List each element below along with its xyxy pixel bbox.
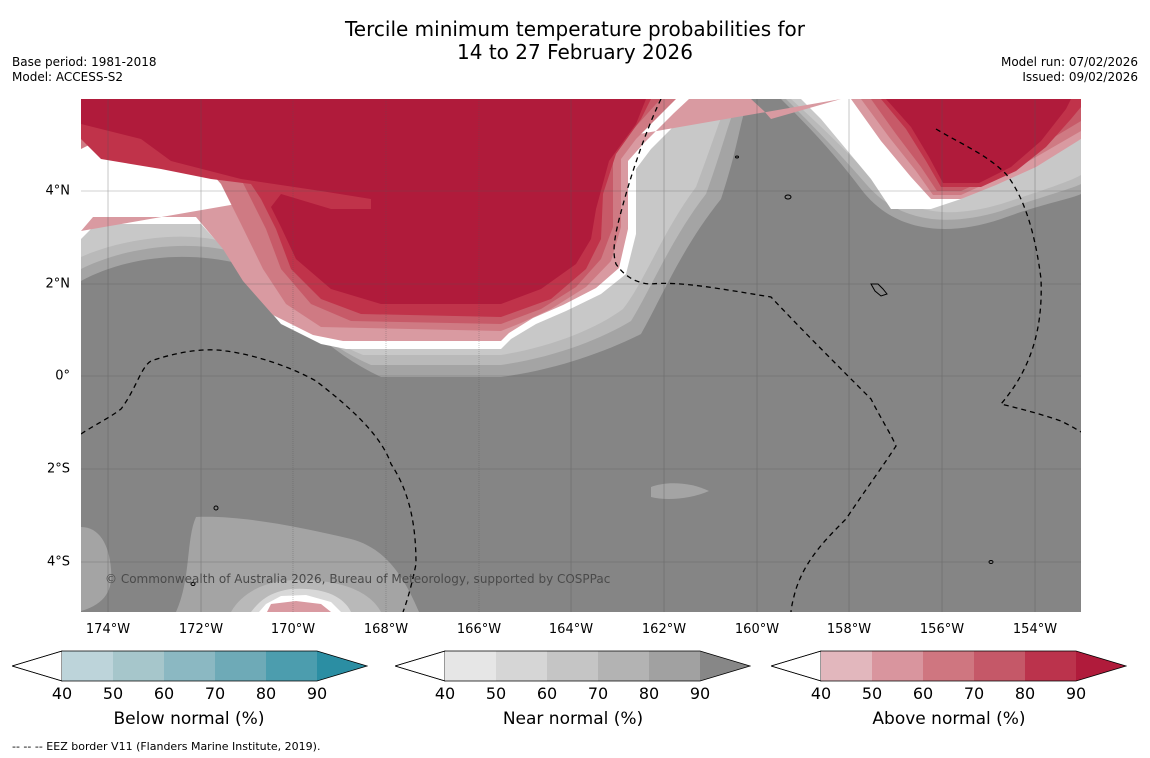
lon-label-164w: 164°W [548, 622, 594, 637]
island-canton [213, 505, 219, 511]
colorbar-above-normal-swatch-70 [974, 651, 1025, 681]
island-malden [988, 560, 994, 564]
island-enderbury [190, 582, 196, 586]
eez-border-line-islands [935, 128, 1081, 433]
colorbar-near-normal-outline [395, 650, 751, 682]
colorbar-above-normal-swatch-50 [872, 651, 923, 681]
colorbar-above-normal-swatch-40 [821, 651, 872, 681]
colorbar-below-normal-outline [12, 650, 368, 682]
map-title-line2: 14 to 27 February 2026 [457, 40, 693, 64]
lat-label-4s: 4°S [46, 554, 70, 570]
near-normal-tick-80: 80 [638, 684, 660, 703]
colorbar-below-normal-swatch-50 [113, 651, 164, 681]
above-normal-90-region [81, 99, 1071, 304]
island-palmyra [735, 155, 739, 159]
below-normal-tick-80: 80 [255, 684, 277, 703]
colorbar-below-normal-swatch-80 [266, 651, 317, 681]
above-normal-tick-70: 70 [963, 684, 985, 703]
colorbar-below-normal-low-arrow [12, 650, 63, 682]
near-normal-80-small-patch [651, 483, 709, 499]
lon-label-156w: 156°W [919, 622, 965, 637]
near-normal-tick-40: 40 [434, 684, 456, 703]
below-normal-tick-60: 60 [153, 684, 175, 703]
lon-label-158w: 158°W [826, 622, 872, 637]
colorbar-near-normal-title: Near normal (%) [502, 709, 644, 729]
map-panel: © Commonwealth of Australia 2026, Bureau… [81, 99, 1081, 612]
island-kiritimati [870, 283, 888, 297]
meta-right: Model run: 07/02/2026 Issued: 09/02/2026 [1001, 55, 1138, 85]
islands [190, 155, 994, 586]
colorbar-above-normal [771, 650, 1127, 686]
island-jarvis [784, 194, 792, 200]
above-normal-tick-40: 40 [810, 684, 832, 703]
lon-label-170w: 170°W [270, 622, 316, 637]
probability-field [81, 99, 1081, 612]
eez-border-central [613, 99, 897, 612]
colorbar-near-normal-swatch-80 [649, 651, 700, 681]
lon-label-168w: 168°W [363, 622, 409, 637]
colorbar-above-normal-swatch-60 [923, 651, 974, 681]
lat-label-0: 0° [55, 368, 70, 384]
near-normal-tick-50: 50 [485, 684, 507, 703]
lon-label-172w: 172°W [178, 622, 224, 637]
colorbar-near-normal-swatch-50 [496, 651, 547, 681]
model-run-label: Model run: 07/02/2026 [1000, 55, 1138, 69]
lat-label-2s: 2°S [46, 461, 70, 477]
colorbar-near-normal [395, 650, 751, 686]
colorbar-near-normal-swatch-40 [445, 651, 496, 681]
meta-left: Base period: 1981-2018 Model: ACCESS-S2 [12, 55, 157, 85]
colorbar-near-normal-swatch-60 [547, 651, 598, 681]
colorbar-below-normal-title: Below normal (%) [113, 709, 265, 729]
above-normal-tick-90: 90 [1065, 684, 1087, 703]
lat-label-2n: 2°N [45, 276, 71, 292]
colorbar-above-normal-low-arrow [771, 650, 822, 682]
colorbar-near-normal-swatch-70 [598, 651, 649, 681]
above-normal-50-south-patch [267, 601, 331, 612]
eez-borders [81, 99, 1081, 612]
eez-border-kiribati-phoenix [81, 349, 417, 612]
issued-label: Issued: 09/02/2026 [1022, 70, 1138, 84]
near-normal-tick-70: 70 [587, 684, 609, 703]
base-period-label: Base period: 1981-2018 [12, 55, 157, 69]
below-normal-tick-90: 90 [306, 684, 328, 703]
lon-label-162w: 162°W [641, 622, 687, 637]
map-title-line1: Tercile minimum temperature probabilitie… [344, 17, 806, 41]
colorbar-below-normal-swatch-40 [62, 651, 113, 681]
lon-label-174w: 174°W [85, 622, 131, 637]
colorbar-below-normal-high-arrow [317, 651, 367, 681]
lat-label-4n: 4°N [45, 183, 71, 199]
colorbar-near-normal-high-arrow [700, 651, 750, 681]
above-normal-tick-80: 80 [1014, 684, 1036, 703]
copyright-notice: © Commonwealth of Australia 2026, Bureau… [105, 572, 611, 586]
below-normal-tick-40: 40 [51, 684, 73, 703]
colorbar-below-normal-swatch-70 [215, 651, 266, 681]
near-normal-tick-60: 60 [536, 684, 558, 703]
below-normal-tick-70: 70 [204, 684, 226, 703]
colorbar-below-normal [12, 650, 368, 686]
colorbar-near-normal-low-arrow [395, 650, 446, 682]
near-normal-tick-90: 90 [689, 684, 711, 703]
eez-footnote: -- -- -- EEZ border V11 (Flanders Marine… [12, 740, 321, 753]
below-normal-tick-50: 50 [102, 684, 124, 703]
lon-label-166w: 166°W [456, 622, 502, 637]
model-label: Model: ACCESS-S2 [12, 70, 124, 84]
near-normal-80-south-patch [81, 527, 112, 611]
lon-label-160w: 160°W [734, 622, 780, 637]
colorbar-above-normal-high-arrow [1076, 651, 1126, 681]
above-normal-tick-50: 50 [861, 684, 883, 703]
lon-label-154w: 154°W [1012, 622, 1058, 637]
near-normal-80-southwest-patch [176, 516, 419, 612]
graticule [81, 99, 1081, 612]
map-title: Tercile minimum temperature probabilitie… [0, 18, 1150, 64]
colorbar-above-normal-outline [771, 650, 1127, 682]
colorbar-below-normal-swatch-60 [164, 651, 215, 681]
colorbar-above-normal-swatch-80 [1025, 651, 1076, 681]
colorbar-above-normal-title: Above normal (%) [872, 709, 1026, 729]
above-normal-tick-60: 60 [912, 684, 934, 703]
